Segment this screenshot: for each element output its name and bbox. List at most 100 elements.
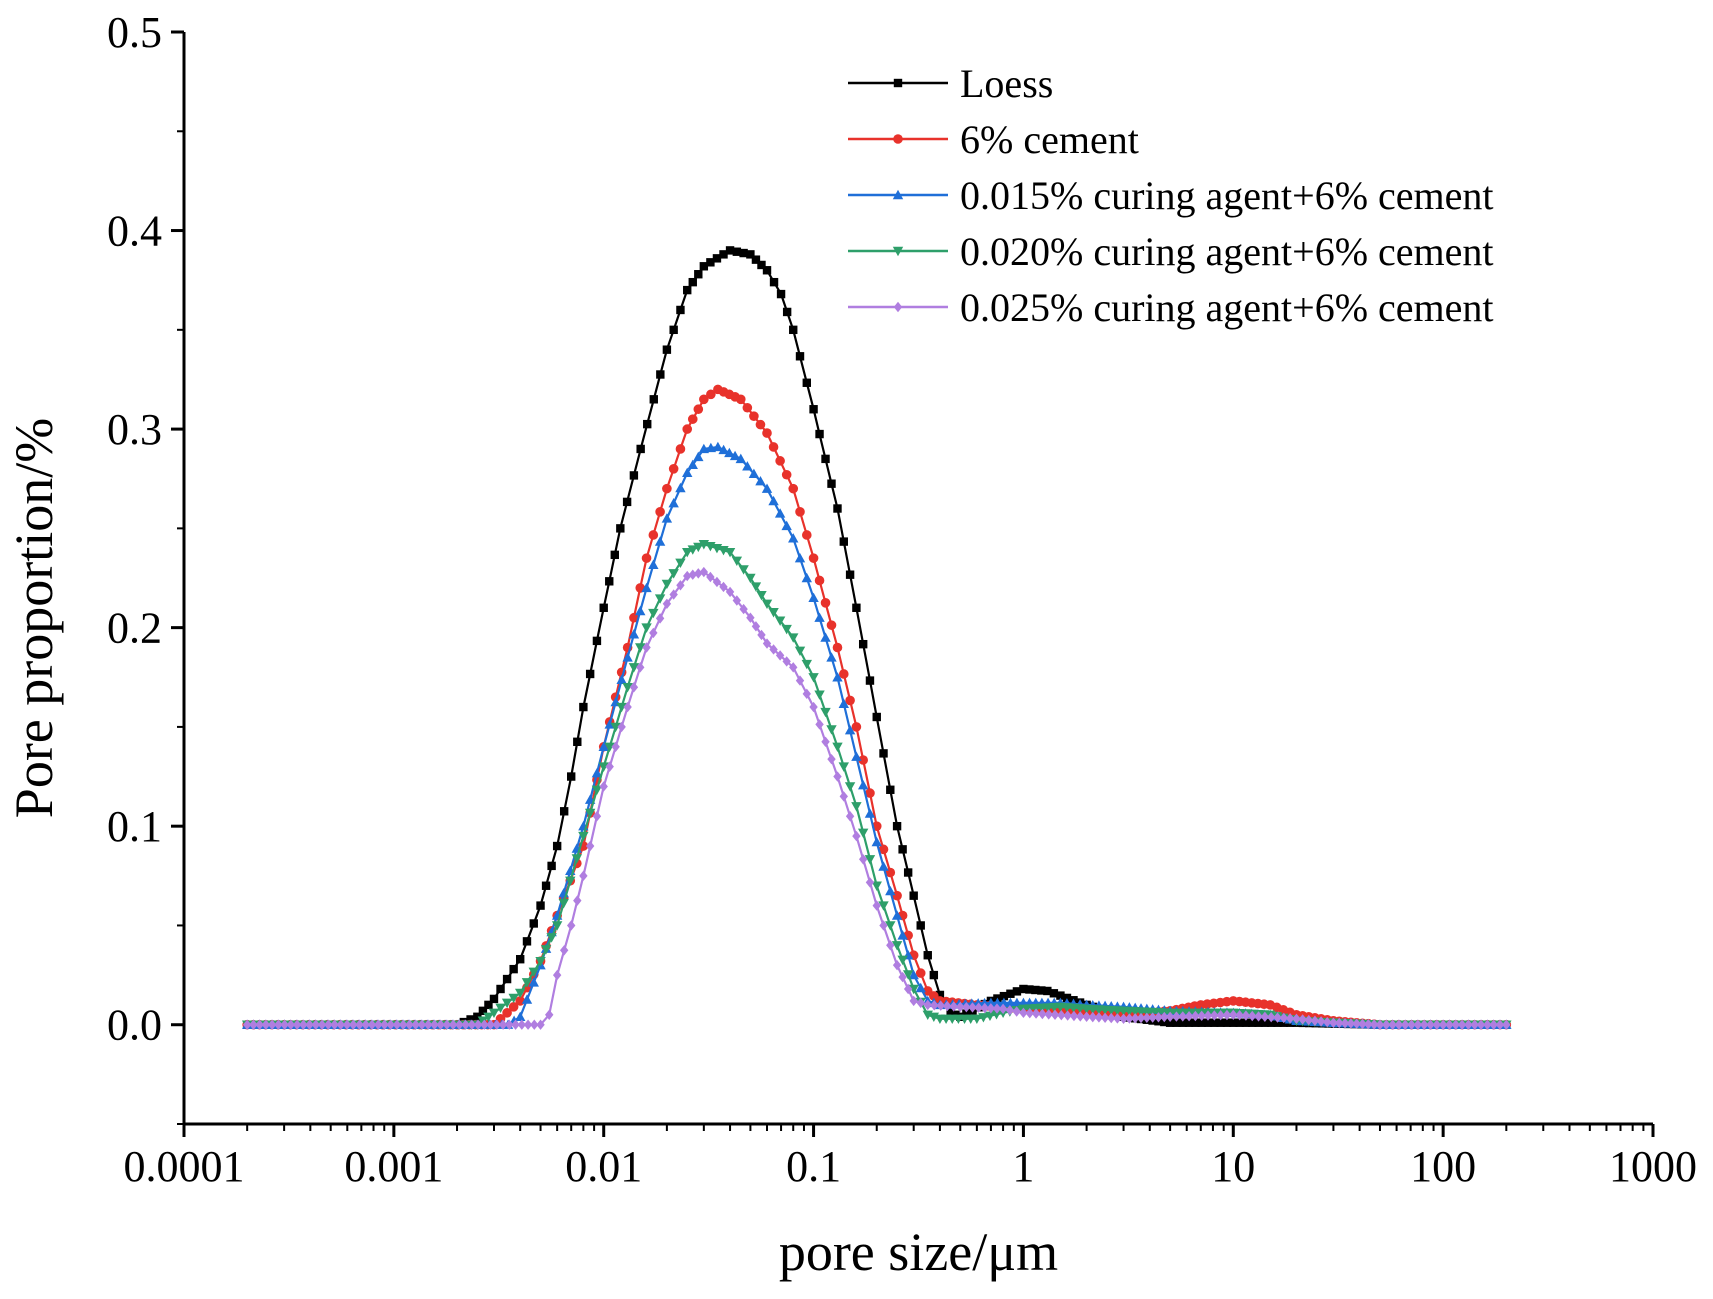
data-point [546, 933, 557, 943]
data-point [693, 542, 704, 553]
data-point [757, 629, 766, 641]
data-point [1019, 1007, 1028, 1019]
data-point [1229, 1009, 1238, 1020]
data-point [916, 921, 925, 930]
data-point [1222, 1018, 1232, 1027]
data-point [872, 712, 881, 722]
data-point [838, 698, 849, 708]
data-point [489, 994, 499, 1004]
data-point [999, 991, 1009, 1001]
data-point [879, 749, 888, 758]
data-point [1031, 1008, 1041, 1019]
data-point [1445, 1019, 1454, 1030]
data-point [535, 956, 546, 967]
data-point [739, 603, 748, 615]
data-point [731, 556, 743, 566]
data-point [801, 530, 812, 540]
data-point [430, 1019, 439, 1030]
data-point [718, 444, 729, 455]
data-point [502, 1008, 512, 1018]
data-point [683, 570, 692, 582]
x-tick-label: 0.01 [565, 1142, 642, 1191]
data-point [833, 771, 842, 782]
data-point [857, 779, 869, 790]
data-point [559, 945, 569, 956]
data-point [936, 1000, 945, 1011]
x-tick-label: 0.0001 [124, 1142, 245, 1191]
legend-swatch-marker [893, 78, 903, 88]
data-point [478, 1006, 488, 1016]
data-point [1136, 1012, 1146, 1024]
data-point [732, 247, 742, 256]
data-point [756, 591, 767, 601]
data-point [781, 520, 792, 531]
data-point [305, 1019, 314, 1030]
data-point [968, 1002, 977, 1013]
data-point [361, 1019, 370, 1030]
data-point [1489, 1019, 1498, 1030]
data-point [616, 674, 627, 684]
data-point [1037, 986, 1046, 995]
data-point [1216, 1009, 1225, 1021]
data-point [629, 682, 639, 693]
data-point [1346, 1018, 1356, 1029]
data-point [750, 582, 762, 592]
data-point [1285, 1013, 1295, 1024]
data-point [815, 719, 824, 730]
data-point [668, 569, 679, 579]
data-point [648, 530, 659, 540]
data-point [1172, 1018, 1181, 1027]
data-point [1375, 1019, 1385, 1030]
data-point [676, 580, 685, 591]
data-point [656, 370, 665, 379]
data-point [838, 762, 849, 772]
data-point [668, 464, 679, 474]
data-point [1210, 1010, 1219, 1021]
y-tick-label: 0.3 [107, 405, 162, 454]
data-point [598, 762, 609, 772]
data-point [392, 1019, 402, 1030]
data-point [367, 1019, 377, 1030]
data-point [1419, 1019, 1429, 1030]
data-point [725, 246, 735, 255]
data-point [521, 994, 533, 1004]
data-point [845, 811, 855, 822]
data-point [623, 701, 632, 713]
data-point [885, 921, 896, 931]
data-point [909, 995, 918, 1007]
data-point [448, 1019, 458, 1030]
data-point [762, 428, 772, 438]
legend-item: Loess [848, 61, 1053, 106]
data-point [795, 352, 805, 361]
data-point [629, 471, 639, 480]
data-point [611, 741, 620, 752]
data-point [1266, 1018, 1276, 1027]
data-point [552, 969, 562, 981]
data-point [641, 623, 652, 633]
data-point [267, 1019, 277, 1030]
data-point [1229, 1018, 1238, 1027]
data-point [909, 891, 918, 900]
data-point [517, 1019, 527, 1030]
data-point [530, 1019, 539, 1030]
legend-item: 0.015% curing agent+6% cement [848, 173, 1494, 218]
data-point [745, 573, 756, 584]
data-point [571, 854, 583, 864]
data-point [1273, 1012, 1282, 1023]
data-point [794, 552, 806, 563]
data-point [585, 669, 595, 679]
data-point [579, 702, 588, 712]
data-point [699, 394, 709, 405]
data-point [732, 595, 742, 606]
data-point [839, 537, 848, 546]
axes-layer: 0.0 0.1 0.2 0.3 0.4 0.5 0.0001 0.001 0.01 0.1 1 10 1… [107, 8, 1697, 1191]
data-point [675, 482, 686, 493]
data-point [1191, 1010, 1200, 1022]
data-point [599, 781, 608, 792]
data-point [374, 1019, 383, 1030]
data-point [386, 1019, 395, 1030]
legend-item: 0.020% curing agent+6% cement [848, 229, 1494, 274]
data-point [1241, 1018, 1251, 1027]
data-point [1172, 1011, 1181, 1022]
data-point [336, 1019, 346, 1030]
